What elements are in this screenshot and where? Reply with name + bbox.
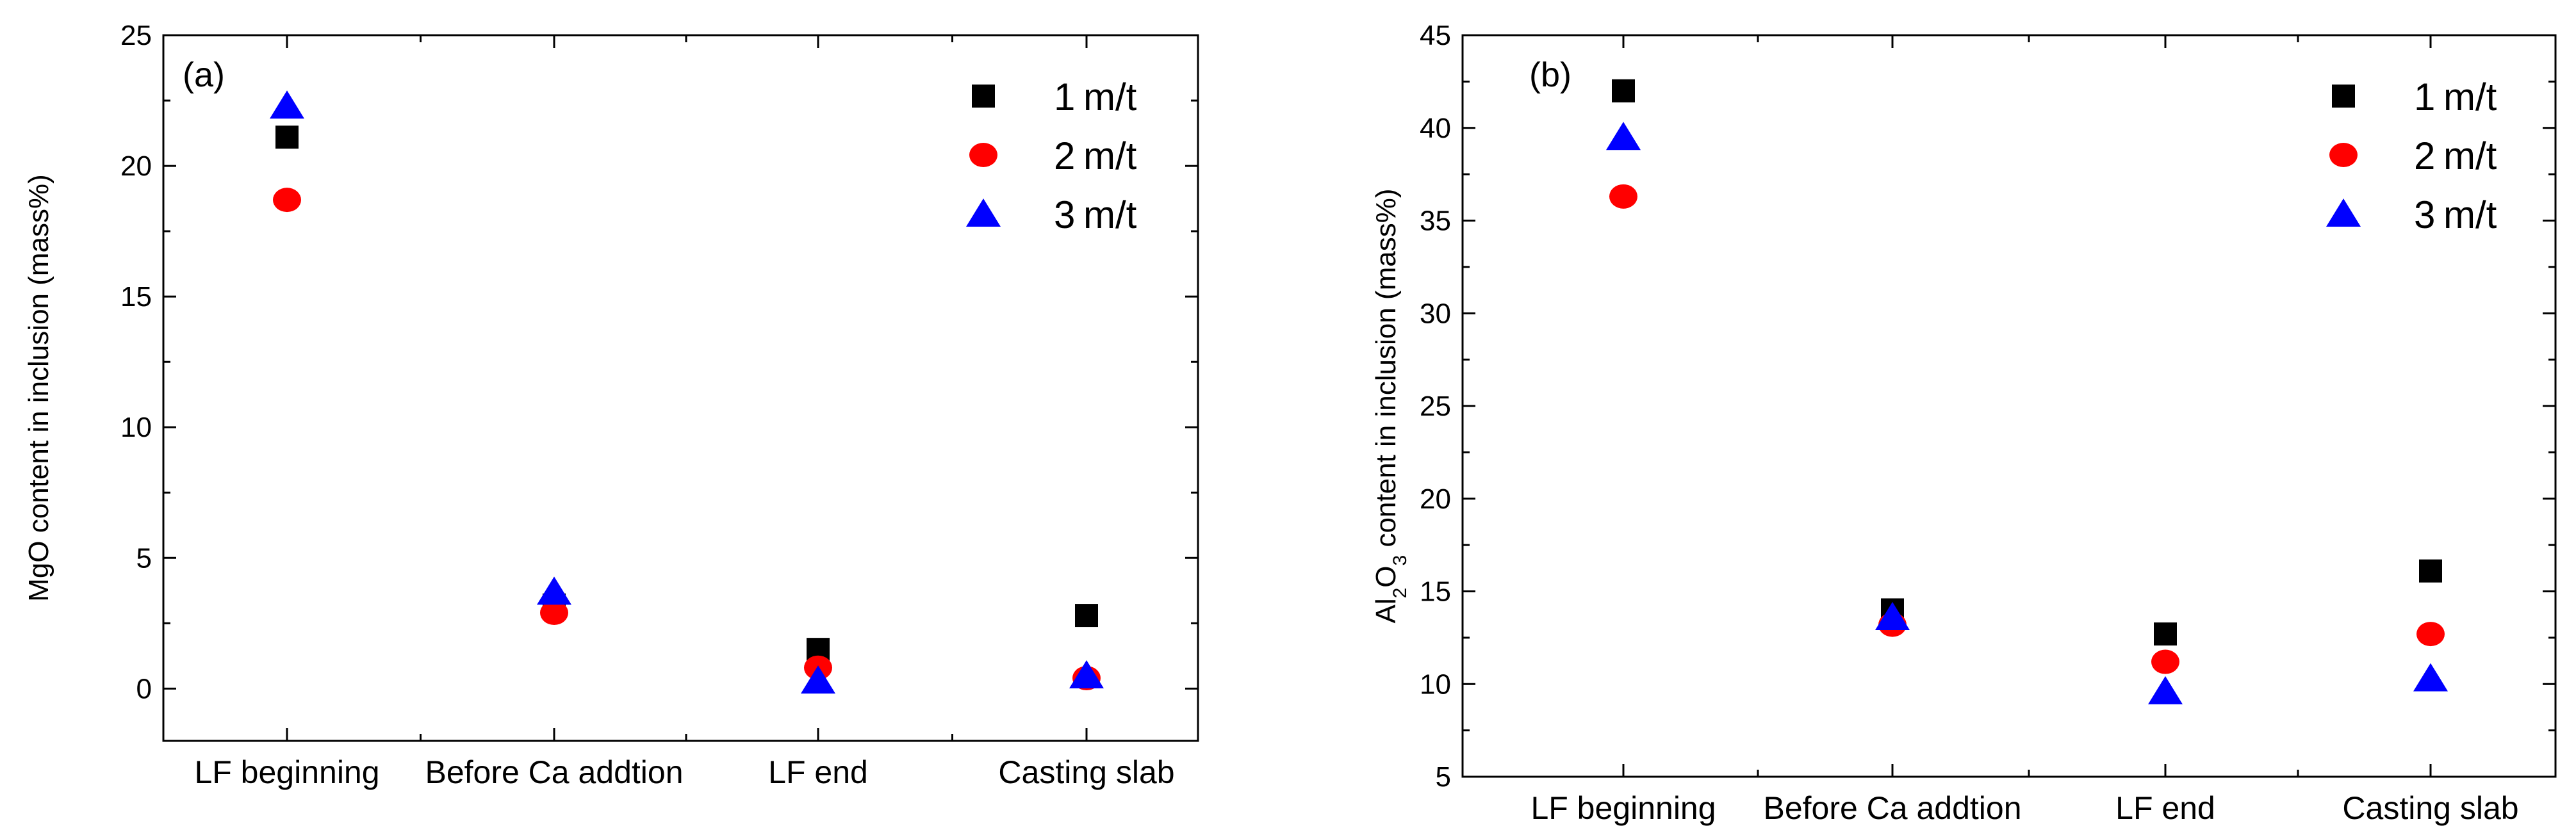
y-tick-label: 5 — [136, 542, 152, 574]
data-point-triangle — [801, 665, 835, 694]
data-point-circle — [2151, 649, 2179, 674]
legend: 1 m/t2 m/t3 m/t — [2326, 76, 2497, 236]
data-point-square — [1612, 79, 1635, 102]
chart-panel-b: 5 10 15 20 25 30 35 40 45 LF beginning Before Ca a… — [1370, 20, 2557, 826]
y-axis-title-part: O — [1370, 565, 1402, 587]
y-tick-label: 25 — [1420, 391, 1451, 422]
data-point-triangle — [537, 576, 571, 605]
data-point-circle — [2416, 622, 2445, 647]
y-tick-label: 5 — [1436, 761, 1451, 793]
panel-label: (a) — [183, 56, 225, 94]
data-point-square — [2154, 622, 2177, 646]
legend-series-number: 1 — [2414, 76, 2435, 118]
data-point-circle — [273, 188, 301, 213]
x-category-label: LF beginning — [194, 754, 379, 790]
data-point-triangle — [2148, 676, 2183, 704]
data-point-circle — [540, 601, 568, 626]
x-category-label: LF end — [2115, 790, 2215, 826]
legend-series-number: 1 — [1054, 76, 1075, 118]
y-tick-label: 10 — [120, 412, 152, 443]
y-axis-title-part: content in inclusion (mass%) — [1370, 189, 1402, 555]
legend-series-unit: m/t — [2443, 193, 2497, 236]
y-tick-label: 40 — [1420, 113, 1451, 144]
y-tick-label: 25 — [120, 20, 152, 51]
panel-label: (b) — [1529, 56, 1571, 94]
legend-series-number: 2 — [2414, 134, 2435, 177]
y-axis-title-part: MgO content in inclusion (mass%) — [23, 174, 54, 602]
legend-series-unit: m/t — [1083, 193, 1137, 236]
y-tick-label: 0 — [136, 673, 152, 704]
series-1 — [1612, 79, 2442, 646]
x-category-label: LF beginning — [1530, 790, 1716, 826]
y-tick-label: 35 — [1420, 206, 1451, 237]
legend-marker-triangle — [2326, 199, 2361, 227]
y-tick-label: 20 — [1420, 483, 1451, 515]
series-3 — [1606, 122, 2448, 704]
x-category-label: Casting slab — [998, 754, 1174, 790]
y-tick-label: 45 — [1420, 20, 1451, 51]
data-point-triangle — [1875, 602, 1910, 631]
legend-series-unit: m/t — [1083, 134, 1137, 177]
y-axis-title: Al2O3 content in inclusion (mass%) — [1370, 189, 1411, 624]
legend-series-unit: m/t — [1083, 76, 1137, 118]
y-tick-label: 10 — [1420, 669, 1451, 700]
legend-series-unit: m/t — [2443, 76, 2497, 118]
y-axis-title-part: 3 — [1390, 555, 1411, 566]
y-axis-title-part: 2 — [1390, 588, 1411, 599]
legend-series-number: 3 — [2414, 193, 2435, 236]
data-point-triangle — [1606, 122, 1641, 150]
legend-series-number: 3 — [1054, 193, 1075, 236]
data-point-square — [275, 126, 299, 149]
legend-marker-triangle — [966, 199, 1001, 227]
legend-marker-square — [972, 85, 995, 108]
series-2 — [273, 188, 1101, 691]
x-category-label: LF end — [768, 754, 868, 790]
plot-frame — [162, 34, 1199, 742]
data-point-square — [2419, 559, 2442, 583]
legend-series-number: 2 — [1054, 134, 1075, 177]
y-tick-label: 20 — [120, 150, 152, 182]
x-category-label: Before Ca addtion — [1763, 790, 2021, 826]
chart-panel-a: 0 5 10 15 20 25 LF beginning Before Ca addtion L… — [23, 20, 1199, 790]
data-point-triangle — [2413, 663, 2448, 692]
data-point-triangle — [1069, 660, 1104, 688]
series-3 — [270, 90, 1104, 694]
legend: 1 m/t2 m/t3 m/t — [966, 76, 1137, 236]
y-tick-label: 15 — [1420, 576, 1451, 608]
legend-marker-circle — [2329, 143, 2358, 167]
x-category-label: Casting slab — [2342, 790, 2518, 826]
y-axis-title: MgO content in inclusion (mass%) — [23, 174, 54, 602]
y-tick-label: 30 — [1420, 298, 1451, 329]
data-point-circle — [1609, 184, 1637, 209]
legend-series-unit: m/t — [2443, 134, 2497, 177]
legend-marker-circle — [969, 143, 997, 167]
y-axis-title-part: Al — [1370, 598, 1402, 623]
legend-marker-square — [2332, 85, 2355, 108]
data-point-triangle — [270, 90, 304, 119]
x-category-label: Before Ca addtion — [425, 754, 683, 790]
series-2 — [1609, 184, 2445, 674]
data-point-square — [1075, 604, 1098, 628]
y-tick-label: 15 — [120, 281, 152, 312]
series-1 — [275, 126, 1098, 661]
